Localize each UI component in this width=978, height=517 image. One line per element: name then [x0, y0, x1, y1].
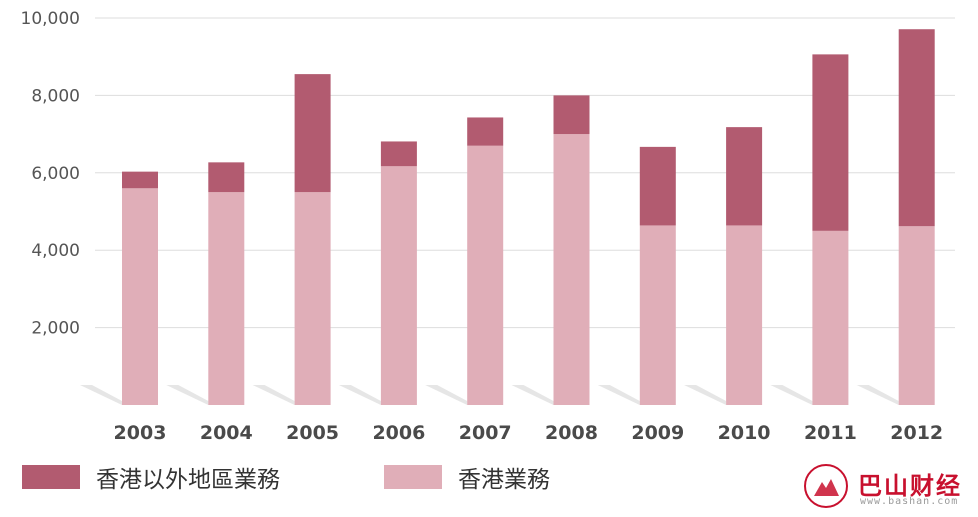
x-tick-label: 2009	[631, 422, 684, 444]
bar-segment-hongkong	[726, 225, 763, 405]
y-tick-label: 8,000	[31, 86, 80, 106]
bar-segment-hongkong	[553, 134, 590, 405]
bar-segment-hongkong	[467, 145, 504, 405]
bar-shadow	[252, 385, 295, 405]
bar-segment-hongkong	[639, 225, 676, 405]
watermark-url: www.bashan.com	[860, 496, 959, 507]
mountain-logo-icon	[804, 464, 848, 508]
legend-label-hongkong: 香港業務	[458, 467, 550, 493]
y-tick-label: 10,000	[21, 9, 80, 29]
bars	[122, 29, 935, 405]
x-tick-label: 2003	[114, 422, 167, 444]
bar-shadow	[80, 385, 122, 405]
x-tick-label: 2006	[372, 422, 425, 444]
legend-item-hongkong: 香港業務	[384, 460, 550, 494]
watermark-title: 巴山财经	[858, 472, 962, 500]
legend-label-overseas: 香港以外地區業務	[96, 467, 280, 493]
x-tick-label: 2005	[286, 422, 339, 444]
bar-segment-hongkong	[294, 192, 331, 405]
bar-segment-overseas	[898, 29, 935, 227]
bar-shadow	[770, 385, 813, 405]
bar-segment-hongkong	[122, 188, 158, 405]
bar-segment-overseas	[467, 117, 504, 146]
bar-segment-overseas	[208, 162, 245, 193]
bar-shadow	[166, 385, 209, 405]
bar-segment-overseas	[294, 74, 331, 193]
watermark-logo: 巴山财经 www.bashan.com	[804, 462, 974, 512]
bar-shadow	[856, 385, 899, 405]
y-tick-label: 2,000	[31, 319, 80, 339]
bar-segment-hongkong	[812, 230, 849, 405]
x-tick-label: 2010	[718, 422, 771, 444]
bar-segment-overseas	[122, 171, 158, 189]
x-tick-label: 2004	[200, 422, 253, 444]
bar-shadow	[338, 385, 381, 405]
bar-segment-hongkong	[380, 166, 417, 405]
y-axis-ticks: 2,000 4,000 6,000 8,000 10,000	[21, 9, 80, 339]
x-axis-labels: 2003 2004 2005 2006 2007 2008 2009 2010 2011 2012	[114, 422, 944, 444]
x-tick-label: 2012	[890, 422, 943, 444]
legend-swatch-overseas	[22, 465, 80, 489]
bar-shadow	[511, 385, 554, 405]
bar-shadow	[684, 385, 727, 405]
bar-shadows	[80, 385, 899, 405]
legend-swatch-hongkong	[384, 465, 442, 489]
y-tick-label: 4,000	[31, 241, 80, 261]
bar-segment-overseas	[380, 141, 417, 167]
bar-segment-overseas	[726, 127, 763, 226]
x-tick-label: 2007	[459, 422, 512, 444]
bar-segment-overseas	[553, 95, 590, 135]
x-tick-label: 2008	[545, 422, 598, 444]
bar-segment-overseas	[639, 146, 676, 226]
y-tick-label: 6,000	[31, 164, 80, 184]
bar-segment-hongkong	[208, 192, 245, 405]
bar-shadow	[597, 385, 640, 405]
legend-item-overseas: 香港以外地區業務	[22, 460, 280, 494]
x-tick-label: 2011	[804, 422, 857, 444]
bar-segment-overseas	[812, 54, 849, 231]
bar-shadow	[425, 385, 468, 405]
bar-segment-hongkong	[898, 226, 935, 405]
